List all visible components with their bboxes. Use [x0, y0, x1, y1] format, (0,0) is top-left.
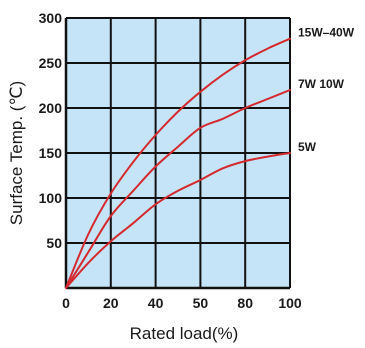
y-tick-label: 200: [39, 100, 63, 116]
series-lines: [65, 37, 291, 289]
x-tick-label: 50: [193, 295, 209, 311]
x-axis-label: Rated load(%): [130, 324, 239, 343]
series-line-1: [65, 89, 291, 289]
x-tick-label: 80: [237, 295, 253, 311]
x-tick-labels: 0 20 40 50 80 100: [62, 295, 302, 311]
y-tick-label: 150: [39, 145, 63, 161]
x-tick-label: 100: [278, 295, 302, 311]
series-label-1: 7W 10W: [298, 77, 345, 91]
y-tick-labels: 50 100 150 200 250 300: [39, 10, 63, 251]
series-line-2: [65, 152, 291, 289]
y-tick-label: 300: [39, 10, 63, 26]
x-tick-label: 0: [62, 295, 70, 311]
y-tick-label: 50: [46, 235, 62, 251]
x-tick-label: 40: [148, 295, 164, 311]
series-line-0: [65, 37, 291, 289]
y-tick-label: 100: [39, 190, 63, 206]
y-axis-label: Surface Temp. (℃): [7, 81, 26, 225]
series-labels: 15W–40W 7W 10W 5W: [298, 26, 355, 154]
y-tick-label: 250: [39, 55, 63, 71]
series-label-2: 5W: [298, 140, 317, 154]
grid-lines: [64, 17, 291, 290]
series-label-0: 15W–40W: [298, 26, 355, 40]
x-tick-label: 20: [103, 295, 119, 311]
